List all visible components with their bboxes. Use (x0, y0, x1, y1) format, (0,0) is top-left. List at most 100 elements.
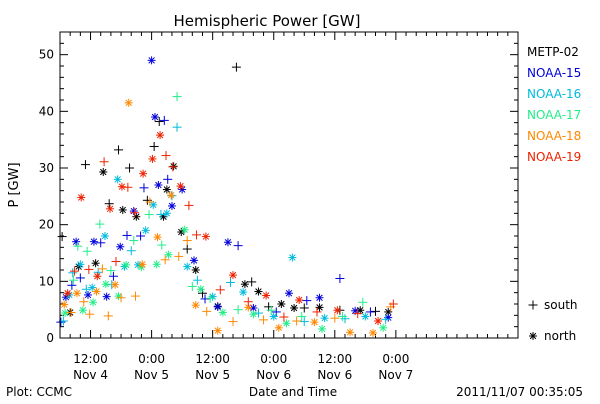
marker-stroke (241, 280, 249, 288)
data-point-south (82, 246, 92, 256)
y-axis-label: P [GW] (7, 162, 22, 207)
marker-stroke (73, 289, 81, 297)
legend-series-label: NOAA-16 (527, 87, 581, 101)
data-point-north (148, 154, 157, 163)
marker-stroke (351, 307, 359, 315)
data-point-south (202, 306, 212, 316)
data-point-north (150, 113, 159, 121)
data-point-south (297, 311, 307, 321)
data-point-south (271, 307, 281, 317)
marker-stroke (154, 233, 161, 241)
x-tick-label-time: 0:00 (382, 352, 409, 366)
y-tick-label: 20 (39, 218, 54, 232)
data-point-north (102, 292, 111, 301)
data-point-south (233, 241, 243, 251)
marker-stroke (283, 320, 290, 327)
data-point-north (249, 310, 258, 319)
data-point-north (374, 317, 383, 325)
marker-stroke (155, 181, 162, 189)
data-point-south (225, 277, 235, 287)
data-point-north (89, 298, 98, 307)
data-point-north (262, 291, 271, 300)
data-point-south (106, 266, 116, 276)
axis-ticks-group: 0 10 20 30 40 50 12:00 Nov 4 0:00 Nov 5 12:00 Nov 5… (39, 31, 519, 382)
data-point-south (104, 199, 114, 209)
marker-stroke (61, 309, 69, 317)
data-point-north (122, 260, 131, 269)
data-point-north (141, 226, 150, 235)
data-point-north (274, 323, 283, 332)
marker-stroke (149, 155, 156, 163)
marker-stroke (148, 57, 155, 64)
data-point-south (172, 122, 182, 132)
x-tick-label-time: 12:00 (195, 352, 230, 366)
marker-stroke (239, 288, 247, 296)
data-point-north (167, 201, 176, 210)
data-point-south (205, 293, 215, 303)
x-axis-label: Date and Time (249, 385, 337, 399)
marker-stroke (122, 261, 130, 269)
x-tick-label-date: Nov 6 (317, 368, 352, 382)
x-tick-label-date: Nov 4 (73, 368, 108, 382)
marker-stroke (168, 202, 176, 210)
data-point-south (85, 309, 95, 319)
legend: METP-02 NOAA-15 NOAA-16 NOAA-17 NOAA-18 NOAA-… (527, 45, 581, 343)
data-point-south (159, 115, 169, 125)
data-point-north (92, 287, 101, 296)
plot-area-frame (59, 31, 519, 339)
data-point-south (299, 303, 309, 313)
data-point-south (57, 232, 67, 242)
marker-stroke (167, 191, 175, 199)
marker-stroke (77, 261, 84, 268)
marker-stroke (285, 289, 293, 297)
data-point-south (358, 297, 368, 307)
legend-series-label: METP-02 (527, 45, 579, 59)
data-point-north (176, 182, 185, 191)
legend-series-label: NOAA-17 (527, 108, 581, 122)
data-point-north (368, 328, 377, 337)
data-point-south (73, 241, 83, 251)
marker-stroke (89, 299, 97, 306)
marker-stroke (125, 99, 132, 107)
data-point-north (164, 250, 173, 259)
data-point-north (117, 182, 126, 191)
data-point-south (144, 209, 154, 219)
marker-stroke (219, 309, 227, 316)
data-point-south (81, 284, 91, 294)
x-tick-label-time: 12:00 (73, 352, 108, 366)
data-point-south (84, 264, 94, 274)
data-point-north (118, 205, 127, 214)
marker-stroke (92, 259, 99, 267)
legend-series-label: NOAA-19 (527, 150, 581, 164)
marker-stroke (529, 332, 537, 340)
data-point-south (299, 317, 309, 327)
marker-stroke (190, 257, 198, 264)
x-tick-label-time: 0:00 (138, 352, 165, 366)
data-point-south (66, 308, 76, 317)
marker-stroke (278, 300, 285, 308)
data-point-south (103, 311, 113, 321)
data-point-south (253, 308, 263, 318)
marker-stroke (64, 289, 71, 297)
marker-stroke (111, 281, 119, 288)
data-point-north (139, 169, 148, 178)
data-point-north (285, 289, 293, 298)
marker-stroke (197, 286, 205, 293)
data-point-south (192, 275, 202, 285)
y-tick-label: 30 (39, 161, 54, 175)
data-point-north (320, 314, 329, 323)
legend-series-label: NOAA-18 (527, 129, 581, 143)
data-point-north (101, 280, 110, 289)
data-point-north (152, 260, 161, 269)
data-point-north (310, 318, 319, 327)
marker-stroke (321, 314, 328, 322)
x-tick-label-date: Nov 6 (256, 368, 291, 382)
data-point-south (157, 240, 167, 250)
data-point-north (167, 191, 176, 200)
data-point-north (282, 319, 291, 328)
legend-marker-label: south (544, 298, 578, 312)
data-point-south (279, 312, 289, 322)
plot-timestamp: 2011/11/07 00:35:05 (456, 385, 583, 399)
